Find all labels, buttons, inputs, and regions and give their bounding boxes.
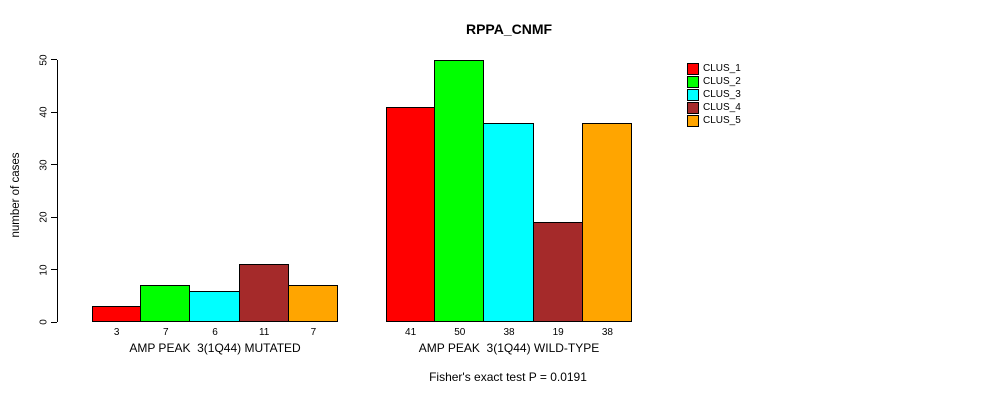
- y-tick-label: 10: [38, 263, 50, 276]
- bar-clus_2-group1: [140, 285, 190, 322]
- legend-swatch-clus_3: [687, 89, 699, 101]
- bar-clus_2-group2: [434, 59, 484, 322]
- y-axis-tick: [51, 111, 57, 113]
- legend-swatch-clus_2: [687, 76, 699, 88]
- bar-clus_5-group2: [582, 122, 632, 322]
- bar-value-label: 11: [258, 327, 270, 338]
- y-axis-tick: [51, 164, 57, 165]
- bar-clus_1-group2: [386, 106, 435, 322]
- bar-clus_4-group1: [239, 264, 289, 322]
- bar-clus_1-group1: [92, 306, 141, 322]
- fisher-test-annotation: Fisher's exact test P = 0.0191: [429, 370, 587, 384]
- bar-value-label: 41: [405, 327, 417, 338]
- bar-value-label: 7: [310, 327, 317, 338]
- bar-clus_3-group2: [483, 122, 534, 322]
- bar-clus_3-group1: [189, 290, 240, 322]
- y-tick-label: 20: [38, 211, 50, 223]
- legend-label-clus_4: CLUS_4: [703, 102, 741, 113]
- legend-label-clus_1: CLUS_1: [703, 63, 741, 74]
- legend-swatch-clus_4: [687, 102, 699, 114]
- bar-clus_5-group1: [288, 285, 338, 322]
- y-axis-tick: [51, 321, 57, 323]
- legend-label-clus_3: CLUS_3: [703, 89, 741, 100]
- chart-title: RPPA_CNMF: [465, 21, 553, 37]
- y-axis-tick: [51, 59, 57, 60]
- legend-label-clus_5: CLUS_5: [703, 115, 741, 126]
- bar-value-label: 3: [113, 327, 120, 338]
- y-axis-tick: [51, 216, 57, 218]
- bar-value-label: 6: [212, 327, 218, 338]
- bar-value-label: 38: [601, 327, 613, 338]
- bar-clus_4-group2: [533, 222, 583, 322]
- y-axis-line: [57, 59, 58, 322]
- legend-label-clus_2: CLUS_2: [703, 76, 741, 87]
- y-tick-label: 50: [38, 53, 50, 66]
- x-group-label: AMP PEAK 3(1Q44) WILD-TYPE: [418, 341, 600, 355]
- legend-swatch-clus_1: [687, 63, 699, 75]
- bar-value-label: 38: [503, 327, 515, 338]
- legend-swatch-clus_5: [687, 115, 699, 127]
- y-axis-tick: [51, 269, 57, 270]
- x-group-label: AMP PEAK 3(1Q44) MUTATED: [129, 341, 301, 355]
- bar-value-label: 7: [163, 327, 169, 338]
- y-tick-label: 30: [38, 158, 50, 171]
- bar-value-label: 19: [552, 327, 564, 338]
- y-tick-label: 0: [38, 319, 50, 325]
- y-tick-label: 40: [38, 106, 50, 118]
- bar-value-label: 50: [454, 327, 466, 338]
